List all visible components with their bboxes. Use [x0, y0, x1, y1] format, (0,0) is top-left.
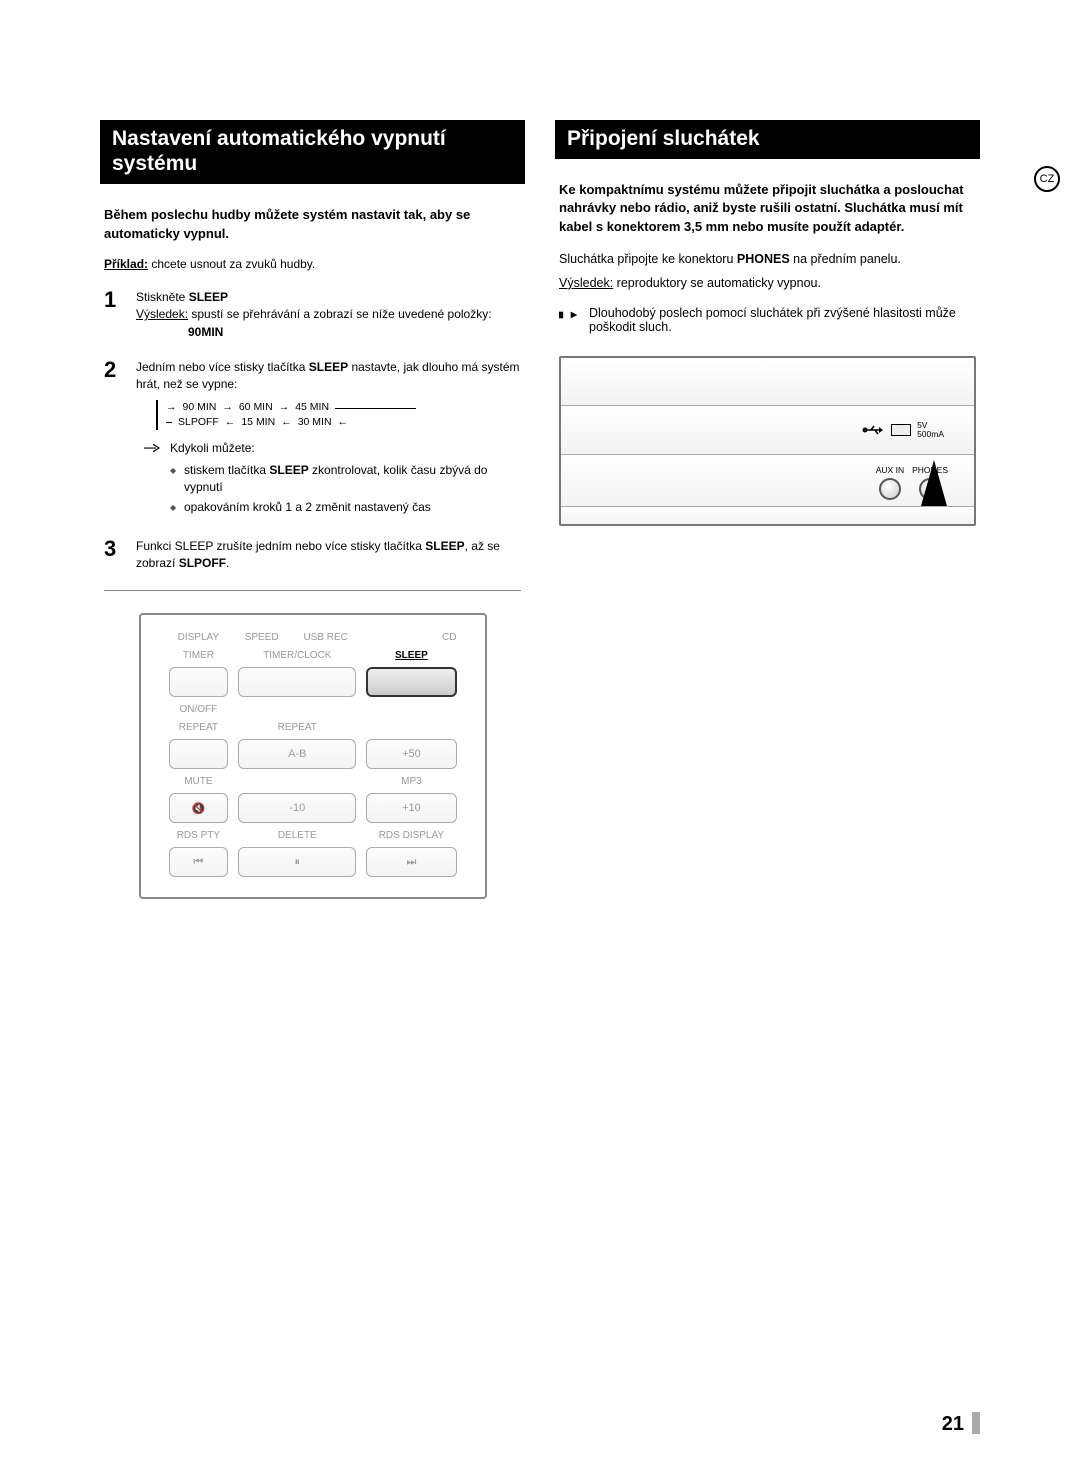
hand-point-icon	[559, 308, 579, 322]
aux-jack-icon	[879, 478, 901, 500]
step-1-result-label: Výsledek:	[136, 307, 188, 321]
lbl-mute: MUTE	[169, 775, 229, 787]
lbl-rdspty: RDS PTY	[169, 829, 229, 841]
btn-mute: 🔇	[169, 793, 229, 823]
step-3-body: Funkci SLEEP zrušíte jedním nebo více st…	[136, 538, 521, 573]
step-1-number: 1	[104, 289, 124, 341]
anytime-bullet-2: opakováním kroků 1 a 2 změnit nastavený …	[170, 499, 521, 516]
front-panel-illustration: 5V 500mA AUX IN PHONES	[559, 356, 976, 526]
right-column: Připojení sluchátek Ke kompaktnímu systé…	[555, 120, 980, 899]
step-1-sleep: SLEEP	[189, 290, 228, 304]
lbl-sleep: SLEEP	[366, 649, 456, 661]
cycle-val-1: 60 MIN	[239, 400, 273, 415]
panel-band-mid: 5V 500mA	[561, 406, 974, 454]
step-2: 2 Jedním nebo více stisky tlačítka SLEEP…	[100, 359, 525, 520]
clb: PHONES	[737, 252, 790, 266]
lbl-timerclock: TIMER/CLOCK	[238, 649, 356, 661]
content-columns: Nastavení automatického vypnutí systému …	[100, 120, 980, 899]
btn-ab: A-B	[238, 739, 356, 769]
connect-line: Sluchátka připojte ke konektoru PHONES n…	[555, 250, 980, 268]
usb-port-icon	[891, 424, 911, 436]
cla: Sluchátka připojte ke konektoru	[559, 252, 737, 266]
warning-note: Dlouhodobý poslech pomocí sluchátek při …	[555, 306, 980, 334]
cycle-val-3: 30 MIN	[298, 415, 332, 430]
remote-grid: DISPLAY SPEED USB REC CD TIMER TIMER/CLO…	[159, 625, 467, 883]
arrow-right-icon	[144, 442, 162, 454]
note-text: Dlouhodobý poslech pomocí sluchátek při …	[589, 306, 976, 334]
region-badge: CZ	[1034, 166, 1060, 192]
step-1-body: Stiskněte SLEEP Výsledek: spustí se přeh…	[136, 289, 492, 341]
step-1-result-text: spustí se přehrávání a zobrazí se níže u…	[188, 307, 492, 321]
s3d: SLPOFF	[179, 556, 226, 570]
lbl-delete: DELETE	[238, 829, 356, 841]
cycle-val-2: 45 MIN	[295, 400, 329, 415]
lbl-repeat2: REPEAT	[238, 721, 356, 733]
step-2-body: Jedním nebo více stisky tlačítka SLEEP n…	[136, 359, 521, 520]
example-line: Příklad: chcete usnout za zvuků hudby.	[100, 257, 525, 271]
step-1-display: 90MIN	[188, 324, 492, 341]
divider	[104, 590, 521, 591]
lbl-onoff: ON/OFF	[169, 703, 229, 715]
btn-repeat	[169, 739, 229, 769]
cycle-val-0: 90 MIN	[183, 400, 217, 415]
step-2-text-a: Jedním nebo více stisky tlačítka	[136, 360, 309, 374]
step-3: 3 Funkci SLEEP zrušíte jedním nebo více …	[100, 538, 525, 573]
result-line: Výsledek: reproduktory se automaticky vy…	[555, 274, 980, 292]
btn-timerclock	[238, 667, 356, 697]
btn-minus10: -10	[238, 793, 356, 823]
r0c4: CD	[442, 632, 456, 643]
lbl-mp3: MP3	[366, 775, 456, 787]
aux-label: AUX IN	[876, 465, 904, 475]
anytime-block: Kdykoli můžete: stiskem tlačítka SLEEP z…	[144, 440, 521, 520]
anytime-bullet-1: stiskem tlačítka SLEEP zkontrolovat, kol…	[170, 462, 521, 497]
lbl-timer: TIMER	[169, 649, 229, 661]
b1a: stiskem tlačítka	[184, 463, 269, 477]
r0c1: SPEED	[238, 631, 285, 643]
btn-sleep	[366, 667, 456, 697]
btn-next: ⏭	[366, 847, 456, 877]
left-title: Nastavení automatického vypnutí systému	[100, 120, 525, 184]
btn-prev: ⏮	[169, 847, 229, 877]
rtxt: reproduktory se automaticky vypnou.	[613, 276, 821, 290]
usb-current: 500mA	[917, 430, 944, 439]
usb-icon	[861, 424, 883, 436]
sleep-cycle-diagram: →90 MIN →60 MIN →45 MIN SLPOFF← 15 MIN← …	[156, 400, 416, 430]
clc: na předním panelu.	[790, 252, 901, 266]
step-2-sleep: SLEEP	[309, 360, 348, 374]
left-intro: Během poslechu hudby můžete systém nasta…	[100, 206, 525, 242]
phones-pointer-icon	[921, 460, 947, 506]
page-number: 21	[942, 1412, 980, 1436]
step-3-number: 3	[104, 538, 124, 573]
cycle-val-5: SLPOFF	[178, 415, 219, 430]
step-2-number: 2	[104, 359, 124, 520]
example-label: Příklad:	[104, 257, 148, 271]
panel-band-top	[561, 358, 974, 406]
s3b: SLEEP	[425, 539, 464, 553]
right-title: Připojení sluchátek	[555, 120, 980, 159]
btn-plus10: +10	[366, 793, 456, 823]
lbl-rdsdisplay: RDS DISPLAY	[366, 829, 456, 841]
step-1-text: Stiskněte	[136, 290, 189, 304]
left-column: Nastavení automatického vypnutí systému …	[100, 120, 525, 899]
b1b: SLEEP	[269, 463, 308, 477]
s3e: .	[226, 556, 229, 570]
r0c2: USB REC	[295, 631, 356, 643]
step-1: 1 Stiskněte SLEEP Výsledek: spustí se př…	[100, 289, 525, 341]
cycle-val-4: 15 MIN	[241, 415, 275, 430]
panel-band-bottom	[561, 507, 974, 524]
s3a: Funkci SLEEP zrušíte jedním nebo více st…	[136, 539, 425, 553]
panel-band-low: AUX IN PHONES	[561, 455, 974, 507]
aux-in-group: AUX IN	[876, 465, 904, 500]
r0c0: DISPLAY	[169, 631, 229, 643]
btn-timer	[169, 667, 229, 697]
example-text: chcete usnout za zvuků hudby.	[148, 257, 315, 271]
anytime-label: Kdykoli můžete:	[170, 440, 521, 457]
rlbl: Výsledek:	[559, 276, 613, 290]
remote-illustration: DISPLAY SPEED USB REC CD TIMER TIMER/CLO…	[139, 613, 487, 899]
r0c3-wrap: CD	[366, 631, 456, 643]
btn-pause: ⏸	[238, 847, 356, 877]
btn-plus50: +50	[366, 739, 456, 769]
lbl-repeat1: REPEAT	[169, 721, 229, 733]
right-intro: Ke kompaktnímu systému můžete připojit s…	[555, 181, 980, 236]
